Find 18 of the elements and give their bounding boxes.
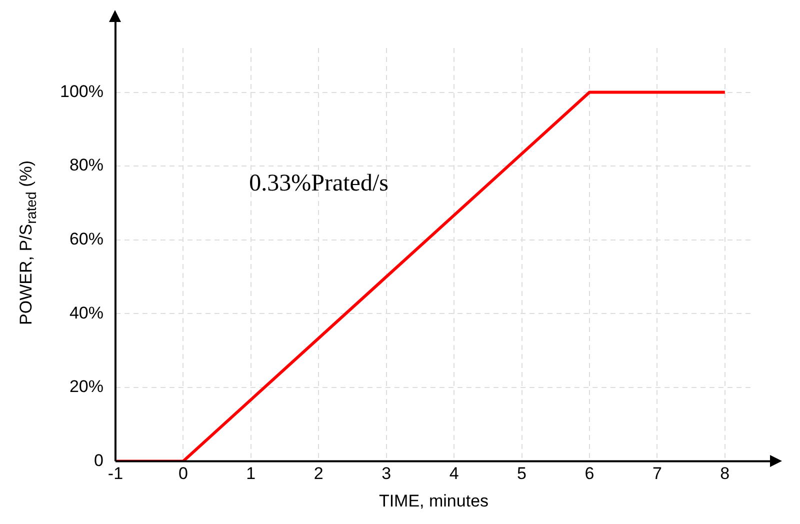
x-axis-title: TIME, minutes: [378, 491, 489, 510]
y-tick-label: 60%: [69, 230, 104, 249]
x-tick-label: 4: [449, 464, 459, 484]
x-tick-label: 5: [517, 464, 527, 484]
y-tick-label: 0: [94, 450, 104, 470]
y-tick-label: 20%: [69, 377, 104, 396]
x-tick-label: 1: [246, 464, 256, 484]
x-tick-label: 0: [178, 464, 188, 484]
x-tick-label: 3: [382, 464, 392, 484]
annotation: 0.33%Prated/s: [249, 170, 388, 197]
x-tick-label: 2: [314, 464, 324, 484]
x-tick-label: 7: [652, 464, 662, 484]
y-tick-label: 100%: [60, 82, 104, 101]
x-tick-label: 6: [584, 464, 594, 484]
x-tick-label: -1: [108, 464, 124, 484]
y-tick-label: 40%: [69, 303, 104, 322]
y-tick-label: 80%: [69, 156, 104, 175]
x-tick-label: 8: [720, 464, 730, 484]
